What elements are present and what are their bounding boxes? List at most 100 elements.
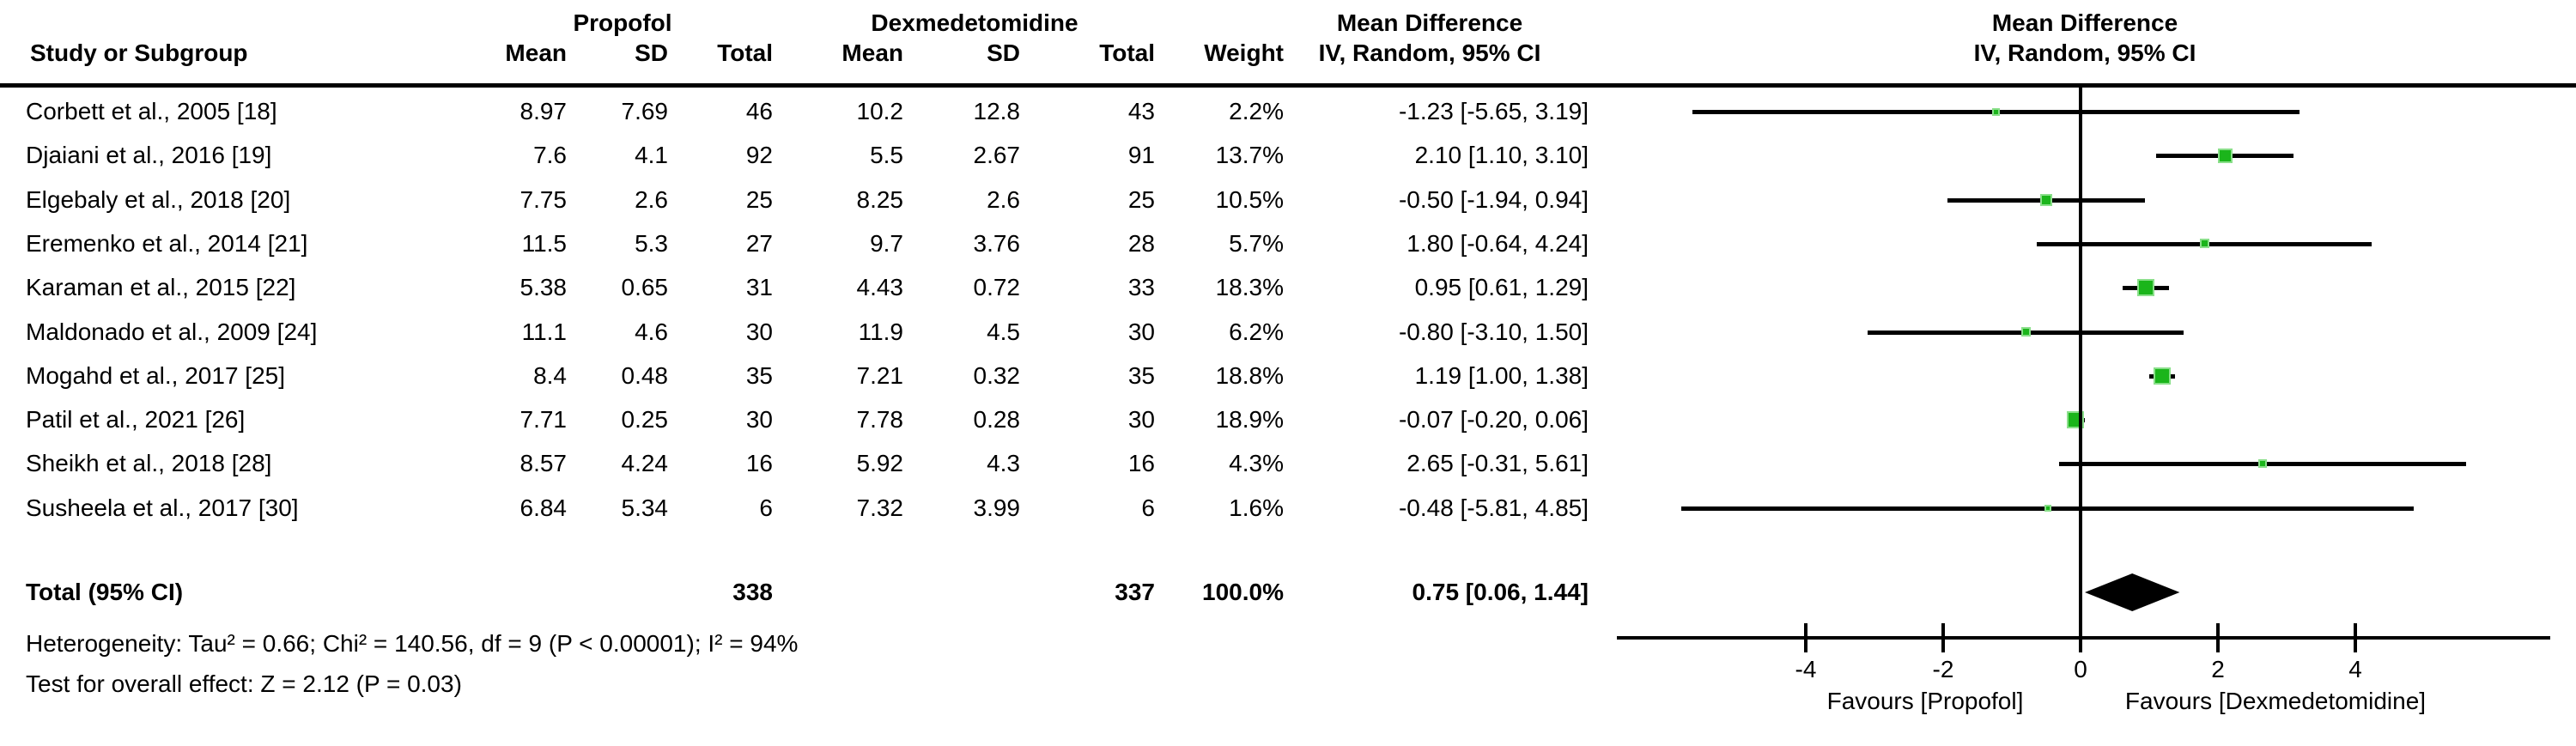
study-cell-sd1: 2.6	[635, 185, 668, 213]
group-header-dexmedetomidine: Dexmedetomidine	[871, 9, 1078, 36]
study-cell-mean2: 11.9	[858, 318, 903, 345]
study-cell-ci_text: 2.10 [1.10, 3.10]	[1414, 142, 1589, 169]
study-cell-sd2: 0.28	[973, 406, 1021, 434]
col-header-weight: Weight	[1204, 39, 1284, 66]
effect-square	[2020, 327, 2031, 337]
study-cell-label: Susheela et al., 2017 [30]	[26, 494, 299, 521]
study-cell-sd2: 3.76	[973, 229, 1021, 257]
study-cell-ci_text: 2.65 [-0.31, 5.61]	[1406, 450, 1589, 477]
total-row-ci: 0.75 [0.06, 1.44]	[1412, 579, 1589, 605]
study-cell-sd2: 4.5	[987, 318, 1020, 345]
effect-square	[2044, 504, 2051, 512]
col-header-study: Study or Subgroup	[30, 39, 248, 66]
study-cell-label: Djaiani et al., 2016 [19]	[26, 142, 272, 169]
col-header-sd2: SD	[987, 39, 1020, 66]
study-cell-label: Corbett et al., 2005 [18]	[26, 98, 277, 124]
effect-column-subtitle: IV, Random, 95% CI	[1318, 39, 1541, 66]
study-cell-label: Karaman et al., 2015 [22]	[26, 274, 296, 301]
heterogeneity-stats: Heterogeneity: Tau² = 0.66; Chi² = 140.5…	[26, 630, 799, 657]
study-cell-mean2: 10.2	[856, 98, 904, 124]
axis-tick-label: 2	[2211, 656, 2225, 682]
plot-column-subtitle: IV, Random, 95% CI	[1973, 39, 2196, 66]
study-cell-ci_text: -0.80 [-3.10, 1.50]	[1398, 318, 1589, 345]
study-cell-sd2: 3.99	[973, 494, 1021, 521]
study-cell-total2: 35	[1127, 361, 1155, 389]
study-cell-ci_text: -0.48 [-5.81, 4.85]	[1398, 494, 1589, 521]
axis-tick-label: -2	[1932, 656, 1954, 682]
study-cell-sd2: 2.67	[973, 142, 1021, 169]
study-cell-label: Patil et al., 2021 [26]	[26, 406, 246, 434]
study-cell-weight: 2.2%	[1229, 98, 1284, 124]
study-cell-ci_text: -0.07 [-0.20, 0.06]	[1398, 406, 1589, 434]
study-cell-label: Mogahd et al., 2017 [25]	[26, 361, 285, 389]
study-cell-total2: 91	[1127, 142, 1155, 169]
study-cell-weight: 5.7%	[1229, 229, 1284, 257]
study-cell-sd1: 0.48	[621, 361, 669, 389]
study-cell-label: Maldonado et al., 2009 [24]	[26, 318, 318, 345]
study-cell-mean2: 5.5	[870, 142, 903, 169]
study-cell-total2: 6	[1141, 494, 1155, 521]
study-cell-total2: 30	[1127, 318, 1155, 345]
total-row-label: Total (95% CI)	[26, 579, 184, 605]
study-cell-total1: 6	[759, 494, 773, 521]
study-cell-total2: 43	[1127, 98, 1155, 124]
axis-tick	[2354, 623, 2357, 652]
study-cell-sd1: 4.6	[635, 318, 668, 345]
study-cell-mean2: 8.25	[856, 185, 904, 213]
study-cell-sd1: 5.3	[635, 229, 668, 257]
study-cell-mean1: 8.97	[519, 98, 568, 124]
study-cell-mean2: 5.92	[856, 450, 904, 477]
favours-right-label: Favours [Dexmedetomidine]	[2124, 688, 2427, 714]
study-cell-total1: 31	[745, 274, 773, 301]
study-cell-ci_text: -1.23 [-5.65, 3.19]	[1398, 98, 1589, 124]
study-cell-sd2: 4.3	[987, 450, 1020, 477]
study-cell-total2: 25	[1127, 185, 1155, 213]
study-cell-mean1: 6.84	[519, 494, 568, 521]
study-cell-ci_text: 0.95 [0.61, 1.29]	[1414, 274, 1589, 301]
study-cell-total1: 30	[745, 318, 773, 345]
study-cell-sd1: 0.25	[621, 406, 669, 434]
effect-square	[2217, 148, 2233, 163]
study-cell-mean1: 11.1	[521, 318, 567, 345]
effect-square	[2040, 193, 2052, 206]
study-cell-mean1: 8.57	[519, 450, 568, 477]
study-cell-total2: 28	[1127, 229, 1155, 257]
effect-square	[2154, 367, 2172, 385]
study-cell-weight: 1.6%	[1229, 494, 1284, 521]
col-header-mean1: Mean	[505, 39, 567, 66]
overall-effect-test: Test for overall effect: Z = 2.12 (P = 0…	[26, 670, 462, 697]
effect-square	[1992, 107, 2001, 116]
plot-column-title: Mean Difference	[1991, 9, 2178, 36]
study-cell-weight: 18.8%	[1215, 361, 1284, 389]
study-cell-sd2: 2.6	[987, 185, 1020, 213]
axis-tick	[1941, 623, 1945, 652]
study-cell-sd1: 5.34	[621, 494, 669, 521]
study-cell-sd2: 12.8	[973, 98, 1021, 124]
study-cell-sd1: 4.24	[621, 450, 669, 477]
study-cell-ci_text: 1.19 [1.00, 1.38]	[1414, 361, 1589, 389]
study-cell-weight: 18.3%	[1215, 274, 1284, 301]
study-cell-total1: 16	[745, 450, 773, 477]
col-header-total2: Total	[1099, 39, 1155, 66]
group-header-propofol: Propofol	[573, 9, 672, 36]
x-axis-line	[1617, 636, 2550, 640]
col-header-mean2: Mean	[841, 39, 903, 66]
effect-column-title: Mean Difference	[1336, 9, 1523, 36]
study-cell-ci_text: 1.80 [-0.64, 4.24]	[1406, 229, 1589, 257]
study-cell-total2: 16	[1127, 450, 1155, 477]
col-header-total1: Total	[717, 39, 773, 66]
effect-square	[2199, 239, 2209, 249]
study-cell-sd2: 0.72	[973, 274, 1021, 301]
study-cell-sd1: 7.69	[621, 98, 669, 124]
favours-left-label: Favours [Propofol]	[1826, 688, 2024, 714]
study-cell-label: Eremenko et al., 2014 [21]	[26, 229, 308, 257]
zero-effect-line	[2079, 87, 2082, 651]
axis-tick-label: 0	[2074, 656, 2087, 682]
total-row-n1: 338	[732, 579, 773, 605]
study-cell-weight: 4.3%	[1229, 450, 1284, 477]
header-separator-line	[0, 83, 2576, 88]
axis-tick-label: 4	[2348, 656, 2362, 682]
study-cell-sd1: 4.1	[635, 142, 668, 169]
study-cell-mean1: 5.38	[519, 274, 568, 301]
